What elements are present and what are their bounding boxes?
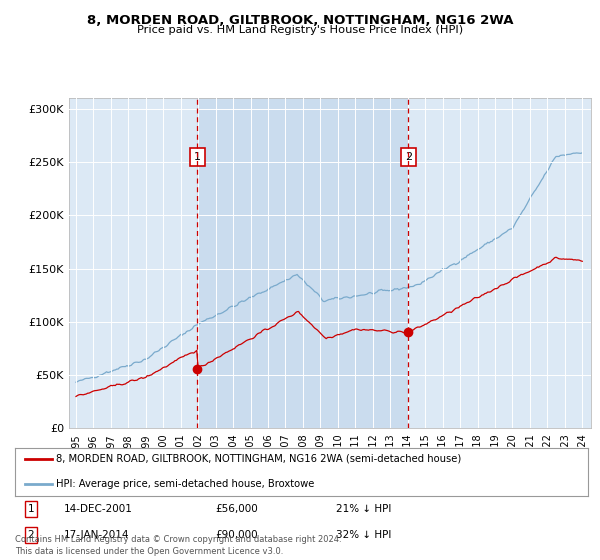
Text: 8, MORDEN ROAD, GILTBROOK, NOTTINGHAM, NG16 2WA (semi-detached house): 8, MORDEN ROAD, GILTBROOK, NOTTINGHAM, N… <box>56 454 461 464</box>
Text: HPI: Average price, semi-detached house, Broxtowe: HPI: Average price, semi-detached house,… <box>56 479 314 489</box>
Text: £90,000: £90,000 <box>215 530 258 540</box>
Text: 2: 2 <box>405 152 412 162</box>
Text: 1: 1 <box>194 152 201 162</box>
Text: 17-JAN-2014: 17-JAN-2014 <box>64 530 129 540</box>
Text: 14-DEC-2001: 14-DEC-2001 <box>64 504 133 514</box>
Text: 8, MORDEN ROAD, GILTBROOK, NOTTINGHAM, NG16 2WA: 8, MORDEN ROAD, GILTBROOK, NOTTINGHAM, N… <box>87 14 513 27</box>
Text: Price paid vs. HM Land Registry's House Price Index (HPI): Price paid vs. HM Land Registry's House … <box>137 25 463 35</box>
Text: £56,000: £56,000 <box>215 504 258 514</box>
Text: 21% ↓ HPI: 21% ↓ HPI <box>336 504 391 514</box>
Text: 1: 1 <box>28 504 34 514</box>
Text: 32% ↓ HPI: 32% ↓ HPI <box>336 530 391 540</box>
Text: Contains HM Land Registry data © Crown copyright and database right 2024.
This d: Contains HM Land Registry data © Crown c… <box>15 535 341 556</box>
Bar <box>197 98 409 428</box>
Text: 2: 2 <box>28 530 34 540</box>
